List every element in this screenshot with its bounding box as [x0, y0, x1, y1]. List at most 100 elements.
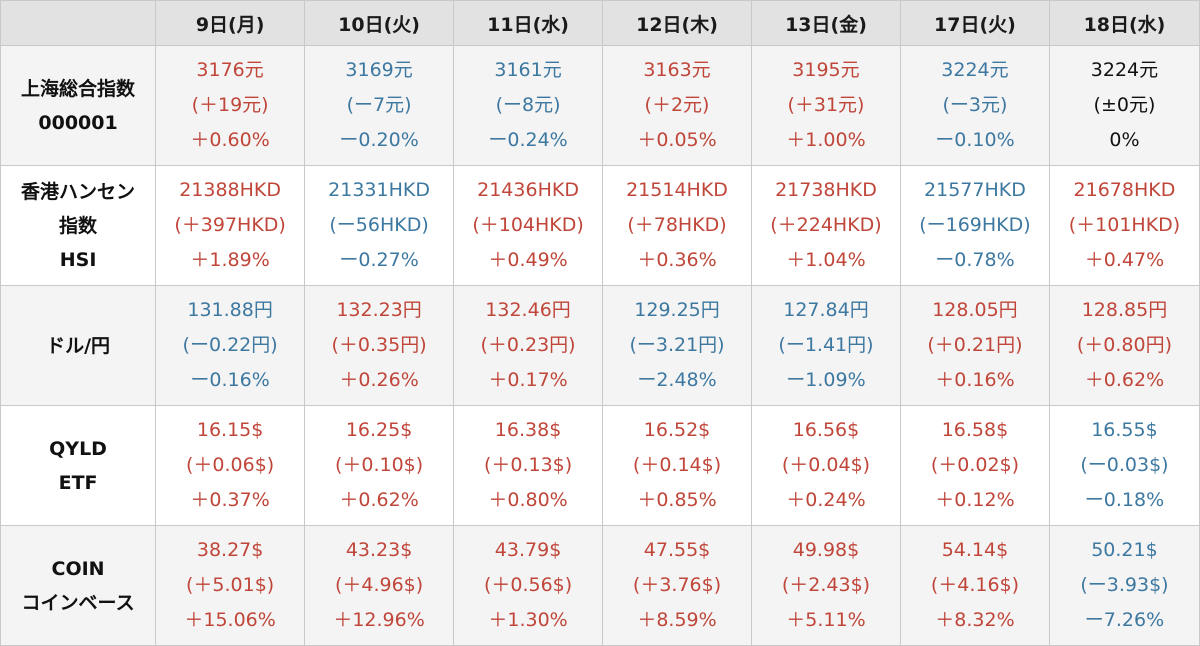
percent-change: ー0.16%: [190, 369, 270, 391]
change-value: (＋2元): [644, 94, 710, 116]
percent-change: ー0.78%: [935, 249, 1015, 271]
price-value: 3169元: [345, 59, 413, 81]
row-label: QYLD ETF: [0, 405, 157, 526]
percent-change: ＋8.59%: [637, 609, 717, 631]
price-value: 3161元: [494, 59, 562, 81]
change-value: (＋5.01$): [186, 574, 275, 596]
price-value: 3163元: [643, 59, 711, 81]
row-label-line: QYLD: [49, 437, 107, 460]
price-value: 43.23$: [345, 539, 413, 561]
percent-change: ＋0.17%: [488, 369, 568, 391]
value-cell: 16.56$ (＋0.04$) ＋0.24%: [751, 405, 901, 526]
price-value: 16.56$: [792, 419, 860, 441]
price-value: 128.85円: [1081, 299, 1168, 321]
price-value: 50.21$: [1091, 539, 1158, 561]
percent-change: ＋0.62%: [1084, 369, 1165, 391]
change-value: (ー56HKD): [329, 214, 429, 236]
value-cell: 21388HKD (＋397HKD) ＋1.89%: [155, 165, 306, 286]
change-value: (ー169HKD): [919, 214, 1031, 236]
percent-change: ー0.10%: [935, 129, 1015, 151]
percent-change: ＋0.36%: [637, 249, 717, 271]
value-cell: 49.98$ (＋2.43$) ＋5.11%: [751, 525, 901, 646]
price-value: 16.15$: [196, 419, 264, 441]
price-value: 21577HKD: [924, 179, 1026, 201]
value-cell: 16.52$ (＋0.14$) ＋0.85%: [602, 405, 752, 526]
change-value: (＋0.35円): [331, 334, 427, 356]
percent-change: ＋0.80%: [488, 489, 568, 511]
change-value: (＋0.14$): [632, 454, 722, 476]
price-value: 3224元: [1090, 59, 1159, 81]
value-cell: 3224元 (±0元) 0%: [1048, 45, 1200, 166]
percent-change: ー7.26%: [1084, 609, 1165, 631]
change-value: (ー7元): [346, 94, 412, 116]
change-value: (ー0.22円): [182, 334, 278, 356]
price-value: 132.23円: [336, 299, 422, 321]
percent-change: ー0.27%: [339, 249, 419, 271]
date-header: 18日(水): [1048, 0, 1200, 46]
price-value: 43.79$: [494, 539, 562, 561]
price-value: 3195元: [792, 59, 860, 81]
price-value: 47.55$: [643, 539, 711, 561]
price-value: 54.14$: [941, 539, 1009, 561]
change-value: (＋4.96$): [334, 574, 424, 596]
change-value: (＋4.16$): [930, 574, 1020, 596]
row-label-line: 指数: [59, 214, 98, 237]
percent-change: ＋15.06%: [184, 609, 276, 631]
value-cell: 16.58$ (＋0.02$) ＋0.12%: [899, 405, 1050, 526]
value-cell: 21738HKD (＋224HKD) ＋1.04%: [751, 165, 901, 286]
change-value: (＋0.80円): [1076, 334, 1173, 356]
price-value: 16.25$: [345, 419, 413, 441]
value-cell: 3163元 (＋2元) ＋0.05%: [602, 45, 752, 166]
change-value: (＋0.56$): [483, 574, 573, 596]
price-value: 3224元: [941, 59, 1009, 81]
percent-change: ＋0.16%: [935, 369, 1015, 391]
value-cell: 16.25$ (＋0.10$) ＋0.62%: [304, 405, 455, 526]
row-label-line: コインベース: [21, 591, 135, 614]
date-header: 10日(火): [304, 0, 455, 46]
value-cell: 3161元 (ー8元) ー0.24%: [453, 45, 604, 166]
value-cell: 16.38$ (＋0.13$) ＋0.80%: [453, 405, 604, 526]
change-value: (＋2.43$): [781, 574, 871, 596]
percent-change: ー0.18%: [1084, 489, 1165, 511]
change-value: (±0元): [1093, 94, 1156, 116]
change-value: (＋0.04$): [781, 454, 871, 476]
percent-change: ＋0.85%: [637, 489, 717, 511]
price-value: 49.98$: [792, 539, 860, 561]
row-label-line: ドル/円: [46, 334, 111, 357]
percent-change: ＋0.12%: [935, 489, 1015, 511]
date-header: 13日(金): [751, 0, 901, 46]
value-cell: 21678HKD (＋101HKD) ＋0.47%: [1048, 165, 1200, 286]
value-cell: 3195元 (＋31元) ＋1.00%: [751, 45, 901, 166]
table-row: COIN コインベース 38.27$ (＋5.01$) ＋15.06% 43.23$ (＋4…: [0, 525, 1200, 646]
price-value: 16.38$: [494, 419, 562, 441]
change-value: (ー8元): [495, 94, 561, 116]
percent-change: ＋5.11%: [786, 609, 866, 631]
change-value: (＋0.21円): [927, 334, 1023, 356]
table-row: 上海総合指数 000001 3176元 (＋19元) ＋0.60% 3169元 (ー7元) ー…: [0, 45, 1200, 166]
price-value: 16.52$: [643, 419, 711, 441]
percent-change: ＋1.00%: [786, 129, 866, 151]
table-row: ドル/円 131.88円 (ー0.22円) ー0.16% 132.23円 (＋0.35円)…: [0, 285, 1200, 406]
value-cell: 38.27$ (＋5.01$) ＋15.06%: [155, 525, 306, 646]
price-value: 38.27$: [196, 539, 264, 561]
value-cell: 21436HKD (＋104HKD) ＋0.49%: [453, 165, 604, 286]
value-cell: 50.21$ (ー3.93$) ー7.26%: [1048, 525, 1200, 646]
value-cell: 43.23$ (＋4.96$) ＋12.96%: [304, 525, 455, 646]
value-cell: 16.15$ (＋0.06$) ＋0.37%: [155, 405, 306, 526]
change-value: (＋0.10$): [334, 454, 424, 476]
percent-change: ＋1.89%: [190, 249, 270, 271]
value-cell: 129.25円 (ー3.21円) ー2.48%: [602, 285, 752, 406]
percent-change: ＋0.26%: [339, 369, 419, 391]
price-value: 131.88円: [187, 299, 273, 321]
percent-change: ー0.20%: [339, 129, 419, 151]
value-cell: 16.55$ (ー0.03$) ー0.18%: [1048, 405, 1200, 526]
change-value: (＋31元): [787, 94, 865, 116]
change-value: (＋397HKD): [174, 214, 286, 236]
change-value: (＋224HKD): [770, 214, 882, 236]
percent-change: ＋0.37%: [190, 489, 270, 511]
corner-cell: [0, 0, 157, 46]
price-value: 21514HKD: [626, 179, 728, 201]
row-label-line: ETF: [58, 471, 98, 494]
value-cell: 43.79$ (＋0.56$) ＋1.30%: [453, 525, 604, 646]
value-cell: 54.14$ (＋4.16$) ＋8.32%: [899, 525, 1050, 646]
